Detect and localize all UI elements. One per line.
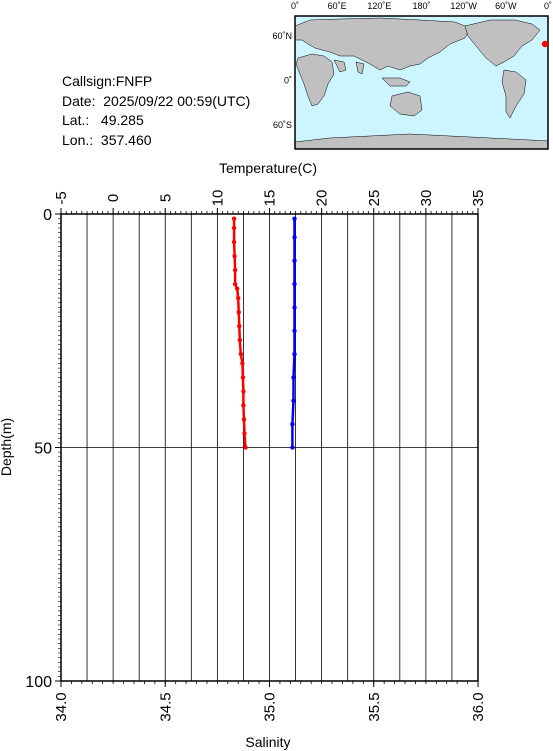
temperature-data-point [242,431,247,436]
chart-series [231,216,297,450]
temperature-tick-label: 5 [157,194,174,202]
temperature-axis-label: Temperature(C) [219,160,317,176]
salinity-axis-label: Salinity [245,734,290,750]
depth-axis-label: Depth(m) [0,418,14,476]
temperature-data-point [236,309,241,315]
salinity-data-point [290,445,295,450]
salinity-tick-label: 34.5 [157,692,174,721]
salinity-data-point [292,305,297,310]
temperature-tick-label: 10 [209,190,226,207]
temperature-tick-label: 35 [470,190,487,207]
salinity-tick-label: 36.0 [470,692,487,721]
temperature-data-point [240,361,245,366]
date-text: Date: 2025/09/22 00:59(UTC) [62,92,251,109]
temperature-data-point [236,295,241,301]
temperature-data-point [238,351,244,357]
temperature-data-point [243,445,248,450]
map-lon-tick-label: 0˚ [544,1,552,11]
temperature-data-point [231,225,237,231]
map-lat-tick-label: 0˚ [284,76,292,86]
map-land [294,17,549,150]
map-frame [294,15,549,150]
temperature-data-point [241,403,246,408]
map-lon-tick-label: 180˚ [412,1,430,11]
latitude-text: Lat.: 49.285 [62,112,144,128]
temperature-data-point [240,375,246,380]
longitude-text: Lon.: 357.460 [62,131,152,148]
map-lat-tick-label: 60˚N [272,31,292,41]
map-ticks: 0˚ 60˚E 120˚E 180˚ 120˚W 60˚W 0˚ 60˚N 0˚ 60˚S [272,1,552,130]
map-lat-tick-label: 60˚S [273,120,292,130]
salinity-data-point [292,351,297,357]
salinity-data-point [290,421,295,427]
salinity-tick-label: 35.0 [262,692,279,721]
salinity-data-point [292,328,297,333]
salinity-data-point [291,398,296,403]
salinity-tick-label: 35.5 [366,692,383,721]
station-info: Callsign:FNFP Date: 2025/09/22 00:59(UTC… [62,72,250,150]
temperature-data-point [237,323,242,329]
salinity-data-point [292,216,297,221]
station-marker [541,40,549,48]
map-lon-tick-label: 120˚W [450,1,477,11]
temperature-data-point [241,417,247,422]
salinity-data-point [292,258,297,263]
temperature-data-point [232,253,237,259]
map-lon-tick-label: 60˚W [495,1,517,11]
salinity-data-point [292,235,297,240]
temperature-tick-label: 20 [314,190,331,207]
temperature-data-point [234,286,240,291]
depth-tick-label: 0 [43,207,52,224]
temperature-tick-label: 30 [418,190,435,207]
temperature-tick-label: 25 [366,190,383,207]
temperature-data-point [241,389,246,394]
map-lon-tick-label: 0˚ [291,1,299,11]
map-lon-tick-label: 60˚E [328,1,347,11]
temperature-tick-label: 15 [262,190,279,207]
temperature-data-point [231,239,237,245]
temperature-data-point [237,337,242,343]
map-lon-tick-label: 120˚E [367,1,391,11]
salinity-profile-line [291,218,296,448]
location-map: 0˚ 60˚E 120˚E 180˚ 120˚W 60˚W 0˚ 60˚N 0˚ 60˚S [272,1,552,150]
temperature-data-point [232,267,238,273]
depth-tick-label: 50 [34,441,52,458]
temperature-data-point [232,281,238,287]
temperature-data-point [231,216,237,221]
depth-tick-label: 100 [25,674,52,691]
plot-frame [60,213,479,682]
temperature-tick-label: 0 [105,194,122,202]
chart-grid [60,214,479,681]
callsign-text: Callsign:FNFP [62,73,153,89]
salinity-data-point [291,375,296,380]
temperature-tick-label: -5 [53,191,70,204]
salinity-data-point [292,281,297,287]
salinity-tick-label: 34.0 [53,692,70,721]
